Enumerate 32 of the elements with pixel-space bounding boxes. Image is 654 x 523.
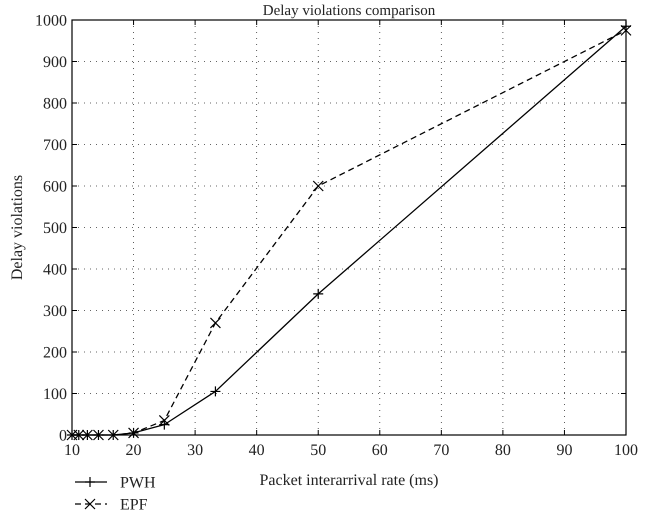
legend-label: PWH [120,474,156,492]
y-tick-label: 900 [43,54,67,72]
x-tick-label: 100 [614,442,638,459]
y-tick-label: 100 [43,386,67,404]
y-tick-label: 800 [43,96,67,113]
y-tick-label: 1000 [35,12,67,30]
x-tick-label: 30 [187,442,204,459]
y-axis-title: Delay violations [9,174,26,280]
point [312,180,324,192]
point [210,386,222,398]
y-tick-label: 200 [43,344,67,362]
point [312,288,324,300]
legend-label: EPF [120,496,148,514]
x-tick-label: 60 [372,442,388,459]
x-tick-label: 70 [433,442,450,459]
y-tick-label: 500 [43,220,67,238]
chart-title: Delay violations comparison [262,3,436,19]
x-axis-title: Packet interarrival rate (ms) [259,472,439,489]
point [210,317,222,329]
y-tick-label: 700 [43,137,67,154]
x-tick-label: 20 [126,442,142,459]
x-tick-label: 40 [248,442,265,459]
x-tick-label: 90 [556,442,572,459]
point [158,414,170,426]
y-tick-label: 0 [59,428,67,445]
x-tick-label: 10 [64,442,80,459]
y-tick-label: 400 [43,262,67,279]
y-tick-label: 600 [43,178,67,196]
y-tick-label: 300 [43,303,67,320]
x-tick-label: 80 [494,442,511,459]
point [620,24,632,36]
x-tick-label: 50 [310,442,326,459]
